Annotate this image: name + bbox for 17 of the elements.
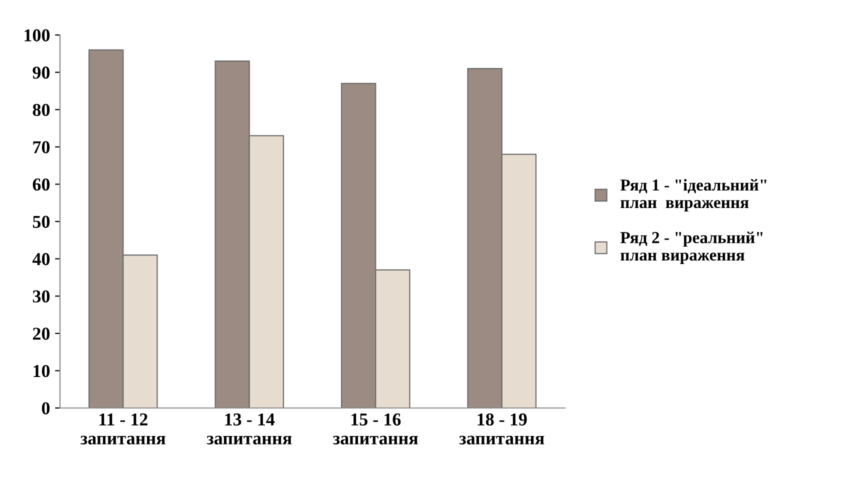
y-tick-label: 10 xyxy=(34,364,50,378)
y-tick-label: 60 xyxy=(32,178,50,191)
x-tick-label: 18 - 19 запитання xyxy=(459,413,544,444)
x-tick-label: 11 - 12 запитання xyxy=(80,413,166,444)
y-tick-label: 70 xyxy=(33,141,50,154)
y-tick-label: 50 xyxy=(32,216,50,228)
y-tick-label: 80 xyxy=(32,104,50,116)
x-tick-label: 15 - 16 запитання xyxy=(333,413,418,444)
y-tick-label: 0 xyxy=(42,402,50,414)
legend-label: Ряд 1 - "ідеальний" план вираження xyxy=(620,178,766,212)
y-tick-label: 40 xyxy=(32,253,50,266)
y-tick-label: 30 xyxy=(32,290,50,303)
y-tick-label: 20 xyxy=(32,328,50,340)
y-tick-label: 100 xyxy=(24,29,50,42)
legend-label: Ряд 2 - "реальний" план вираження xyxy=(620,232,763,264)
y-tick-label: 90 xyxy=(32,66,50,79)
x-tick-label: 13 - 14 запитання xyxy=(206,413,292,444)
